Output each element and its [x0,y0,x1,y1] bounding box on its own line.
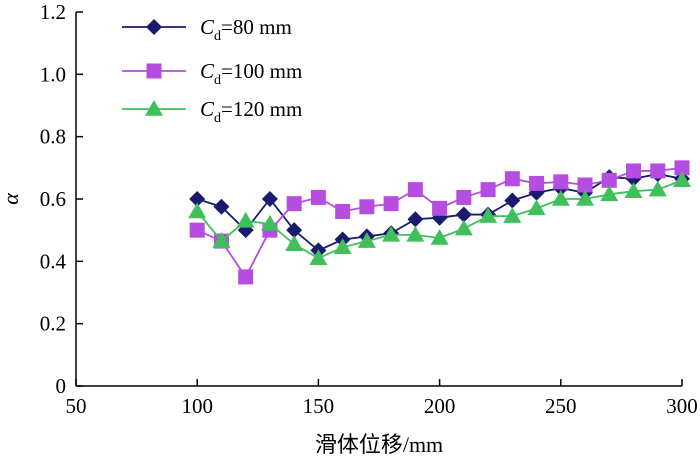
data-point [286,196,302,212]
y-tick-label: 1.0 [40,62,66,86]
x-axis-title: 滑体位移/mm [315,432,443,457]
data-point [189,222,205,238]
data-point [650,163,666,179]
legend-item-3: Cd=120 mm [122,97,302,126]
x-tick-label: 250 [545,394,577,418]
data-point [382,225,401,242]
x-tick-label: 200 [424,394,456,418]
legend-item-1: Cd=80 mm [122,15,292,44]
data-point [406,225,425,242]
data-point [310,189,326,205]
data-point [624,182,643,198]
legend-marker [146,19,162,35]
data-point [189,191,206,207]
data-point [309,249,328,265]
data-point [553,174,569,190]
data-point [236,211,255,228]
x-tick-label: 100 [181,394,213,418]
series-3 [188,171,691,265]
y-tick-label: 0 [56,374,67,398]
data-point [527,199,546,216]
data-point [260,214,279,231]
data-point [455,206,472,223]
legend-item-2: Cd=100 mm [122,59,302,88]
x-tick-label: 50 [66,394,87,418]
data-point [430,228,449,245]
data-point [529,175,545,191]
data-point [407,211,424,228]
data-point [479,207,498,223]
data-point [188,202,207,219]
data-point [285,235,304,251]
y-tick-label: 1.2 [40,0,66,24]
data-point [454,219,473,236]
data-point [333,238,352,255]
data-point [601,172,617,188]
x-tick-label: 300 [666,394,698,418]
legend-marker [146,63,162,79]
legend-label: Cd=80 mm [200,15,292,44]
y-tick-label: 0.6 [40,187,66,211]
data-point [674,160,690,176]
data-point [238,269,254,285]
legend: Cd=80 mm Cd=100 mm Cd=120 mm [122,15,302,126]
data-point [213,198,230,215]
data-point [261,191,278,207]
data-point [335,203,351,219]
data-point [504,171,520,187]
data-point [577,177,593,193]
axes: 0 0.2 0.4 0.6 0.8 1.0 1.2 50 100 150 200 250 300 [40,0,698,418]
data-point [600,185,619,202]
data-point [432,200,448,216]
data-point [648,180,667,197]
data-point [503,207,522,223]
legend-label: Cd=120 mm [200,97,302,126]
y-tick-label: 0.2 [40,312,66,336]
legend-label: Cd=100 mm [200,59,302,88]
y-tick-label: 0.4 [40,249,67,273]
data-point [456,189,472,205]
y-axis-title: α [0,193,23,205]
series-2 [189,160,690,285]
legend-marker [145,100,163,116]
data-point [286,222,303,239]
data-point [551,190,570,206]
data-point [383,196,399,212]
x-tick-label: 150 [303,394,335,418]
data-point [359,199,375,215]
data-point [212,232,231,248]
series-layer [188,160,691,285]
data-point [504,192,521,209]
data-point [673,171,691,188]
data-point [626,163,642,179]
y-tick-label: 0.8 [40,125,66,149]
data-point [357,232,376,248]
data-point [576,190,595,206]
data-point [480,182,496,198]
data-point [407,182,423,198]
